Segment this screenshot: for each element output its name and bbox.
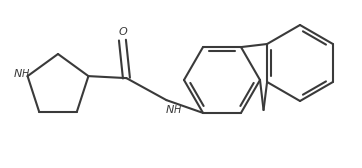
Text: N: N [13,69,22,79]
Text: N: N [165,105,174,115]
Text: O: O [118,27,127,37]
Text: H: H [174,105,181,115]
Text: H: H [22,69,29,79]
